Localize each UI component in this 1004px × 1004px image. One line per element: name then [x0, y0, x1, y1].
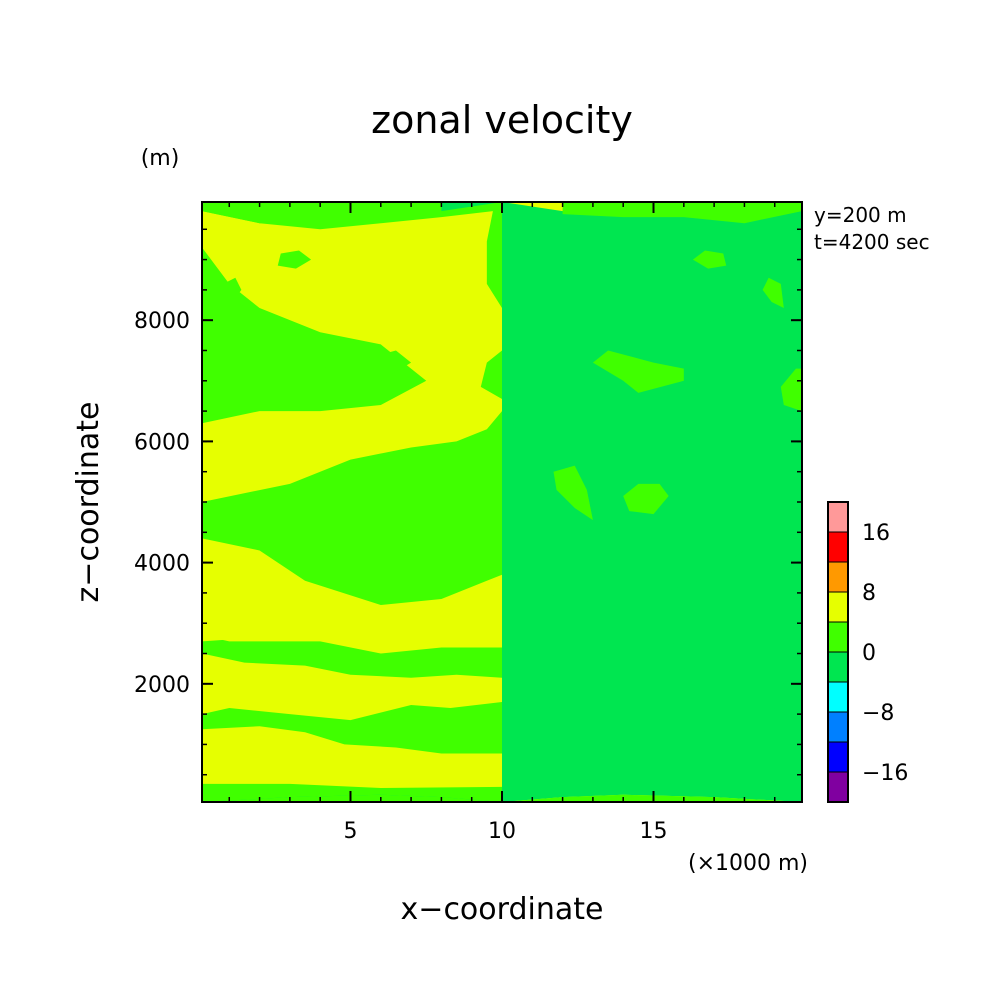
- contour-region: [202, 368, 224, 412]
- contour-region: [762, 277, 784, 309]
- colorbar-swatch: [827, 531, 849, 563]
- contour-region: [562, 202, 802, 224]
- colorbar-swatch: [827, 501, 849, 533]
- field-layer: [202, 202, 802, 802]
- colorbar-tick-label: 16: [862, 521, 890, 546]
- colorbar-tick-label: 8: [862, 581, 876, 606]
- contour-region: [335, 483, 381, 515]
- contour-region: [502, 794, 802, 802]
- axes-layer: 5 10 15 2000 4000 6000 8000: [134, 202, 802, 844]
- y-tick-label: 6000: [134, 430, 190, 455]
- colorbar: −16 −8 0 8 16: [827, 501, 908, 803]
- colorbar-swatch: [827, 741, 849, 773]
- contour-region: [780, 368, 802, 412]
- contour-region: [202, 538, 502, 654]
- contour-region: [202, 202, 442, 224]
- y-tick-label: 4000: [134, 552, 190, 577]
- contour-region: [692, 250, 727, 269]
- contour-region: [553, 465, 593, 521]
- contour-region: [592, 350, 684, 393]
- contour-region: [502, 538, 802, 654]
- chart-title: zonal velocity: [371, 98, 633, 142]
- x-tick-label: 10: [488, 819, 516, 844]
- contour-region: [623, 483, 669, 515]
- annotation-y: y=200 m: [814, 203, 907, 227]
- y-unit-label: (m): [141, 146, 180, 171]
- colorbar-swatch: [827, 681, 849, 713]
- contour-region: [277, 250, 312, 269]
- contour-region: [320, 350, 412, 393]
- contour-region: [220, 277, 242, 309]
- contour-region: [202, 653, 502, 721]
- contour-region: [202, 726, 502, 789]
- colorbar-swatch: [827, 711, 849, 743]
- colorbar-tick-label: −16: [862, 761, 908, 786]
- contour-region: [202, 211, 502, 502]
- y-axis-label: z−coordinate: [71, 402, 106, 603]
- colorbar-swatch: [827, 561, 849, 593]
- colorbar-swatch: [827, 591, 849, 623]
- contour-region: [502, 653, 802, 721]
- x-unit-label: (×1000 m): [688, 851, 808, 876]
- colorbar-tick-label: 0: [862, 641, 876, 666]
- contour-region: [502, 211, 802, 502]
- colorbar-tick-label: −8: [862, 701, 894, 726]
- colorbar-swatch: [827, 651, 849, 683]
- x-tick-label: 15: [640, 819, 668, 844]
- y-tick-label: 2000: [134, 673, 190, 698]
- contour-region: [202, 794, 502, 802]
- colorbar-swatch: [827, 771, 849, 803]
- x-axis-label: x−coordinate: [401, 892, 604, 927]
- y-tick-label: 8000: [134, 309, 190, 334]
- x-tick-label: 5: [343, 819, 357, 844]
- contour-region: [411, 465, 451, 521]
- contour-region: [502, 726, 802, 789]
- colorbar-swatch: [827, 621, 849, 653]
- annotation-t: t=4200 sec: [814, 230, 930, 254]
- colorbar-frame: [827, 501, 849, 803]
